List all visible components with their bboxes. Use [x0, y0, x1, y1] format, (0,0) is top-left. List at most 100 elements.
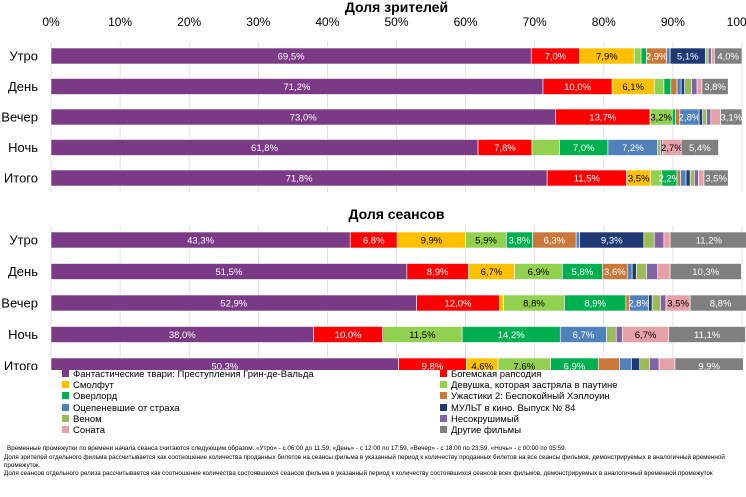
data-label: 9,3% [601, 236, 623, 247]
data-label: 2,2% [659, 174, 681, 185]
legend-label: МУЛЬТ в кино. Выпуск № 84 [451, 402, 576, 414]
x-tick-label: 100% [727, 15, 746, 29]
bar-segment [702, 108, 708, 126]
legend-item: Соната [62, 426, 105, 436]
legend-label: Несокрушимый [451, 413, 519, 425]
category-label: День [8, 264, 38, 279]
bar-segment [698, 108, 703, 126]
data-label: 6,9% [564, 362, 586, 371]
bar-segment [639, 357, 650, 370]
legend-swatch [62, 381, 69, 389]
data-label: 2,7% [661, 143, 683, 154]
note-time-periods: Временные промежутки по времени начала с… [7, 445, 567, 452]
data-label: 11,5% [409, 330, 436, 341]
data-label: 8,9% [584, 299, 606, 310]
data-label: 3,2% [650, 113, 672, 124]
bar-segment [635, 263, 647, 280]
footnotes: Временные промежутки по времени начала с… [4, 445, 742, 478]
category-label: Утро [9, 233, 38, 248]
bar-segment [701, 78, 729, 95]
x-tick-label: 80% [592, 15, 616, 29]
data-label: 8,8% [523, 299, 545, 310]
legend-item: Оцепеневшие от страха [62, 402, 180, 414]
bar-segment [680, 139, 719, 156]
legend-item: Несокрушимый [440, 413, 519, 425]
data-label: 9,9% [698, 362, 720, 371]
bar-segment [646, 263, 658, 280]
note-sessions-share: Доля сеансов отдельного релиза рассчитыв… [4, 470, 713, 477]
data-label: 7,8% [494, 143, 516, 154]
data-label: 8,8% [710, 299, 732, 310]
data-label: 7,6% [514, 362, 536, 371]
category-label: Ночь [8, 140, 38, 155]
legend-item: Другие фильмы [440, 426, 521, 436]
data-label: 10,0% [564, 82, 591, 93]
category-label: День [8, 79, 38, 94]
bar-segment [606, 326, 617, 343]
data-label: 3,8% [509, 236, 531, 247]
bar-segment [651, 294, 661, 312]
bar-segment [698, 169, 705, 187]
data-label: 2,9% [646, 52, 668, 63]
x-tick-label: 40% [315, 15, 339, 29]
data-label: 4,6% [471, 362, 493, 371]
bar-segment [653, 78, 665, 95]
data-label: 3,5% [705, 174, 727, 185]
x-tick-label: 60% [454, 15, 478, 29]
data-label: 11,1% [694, 330, 721, 341]
legend-label: Богемская рапсодия [451, 369, 542, 380]
legend-swatch [440, 425, 447, 433]
bar-segment [633, 47, 642, 65]
data-label: 6,7% [481, 267, 503, 278]
data-label: 52,9% [220, 299, 247, 310]
x-tick-label: 30% [246, 15, 270, 29]
data-label: 3,5% [667, 299, 689, 310]
data-label: 3,5% [628, 174, 650, 185]
bar-segment [615, 326, 623, 343]
data-label: 7,2% [622, 143, 644, 154]
legend-label: Девушка, которая застряла в паутине [451, 380, 618, 392]
legend-item: Ужастики 2: Беспокойный Хэллоуин [440, 392, 610, 402]
data-label: 71,8% [286, 174, 313, 185]
legend-swatch [440, 381, 447, 389]
legend-swatch [62, 369, 69, 377]
bar-segment [689, 169, 695, 187]
data-label: 61,8% [251, 143, 278, 154]
legend-item: Смолфут [62, 381, 114, 391]
data-label: 4,0% [717, 52, 739, 63]
bar-segment [666, 47, 671, 65]
data-label: 71,2% [284, 82, 311, 93]
legend-swatch [62, 392, 69, 400]
legend-label: Оцепеневшие от страха [73, 402, 180, 414]
legend-swatch [440, 403, 447, 411]
legend-item: Фантастические твари: Преступления Грин-… [62, 370, 314, 380]
panel-title: Доля сеансов [348, 206, 444, 222]
data-label: 6,1% [622, 82, 644, 93]
data-label: 73,0% [290, 113, 317, 124]
bar-segment [676, 169, 681, 187]
category-label: Вечер [1, 296, 38, 311]
bar-segment [694, 169, 699, 187]
legend-swatch [62, 425, 69, 433]
bar-segment [653, 231, 665, 249]
data-label: 12,0% [445, 299, 472, 310]
legend-label: Веном [73, 413, 102, 425]
bar-segment [668, 326, 746, 343]
x-tick-label: 50% [384, 15, 408, 29]
bar-segment [669, 263, 742, 280]
data-label: 5,4% [689, 143, 711, 154]
x-tick-label: 10% [108, 15, 132, 29]
bar-segment [669, 231, 746, 249]
data-label: 9,8% [422, 362, 444, 371]
data-label: 13,7% [589, 113, 616, 124]
panel-title: Доля зрителей [345, 0, 448, 15]
legend-item: Веном [62, 413, 102, 425]
x-tick-label: 0% [42, 15, 60, 29]
data-label: 2,8% [628, 299, 650, 310]
data-label: 9,9% [421, 236, 443, 247]
data-label: 5,1% [677, 52, 699, 63]
legend-label: Фантастические твари: Преступления Грин-… [73, 369, 314, 380]
bar-segment [684, 78, 692, 95]
category-label: Ночь [8, 327, 38, 342]
data-label: 50,3% [211, 362, 238, 371]
